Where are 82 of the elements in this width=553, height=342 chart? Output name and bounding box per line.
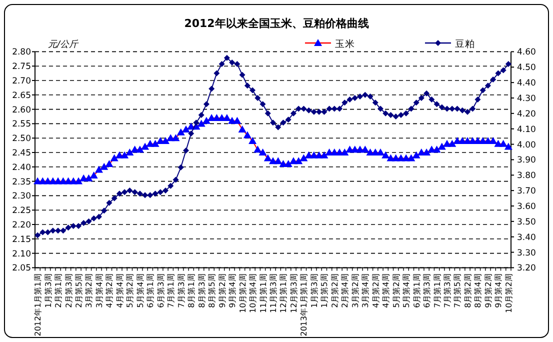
y-tick-label: 2.65 — [12, 90, 31, 101]
y-tick-label: 2.25 — [12, 206, 31, 216]
y-tick-label: 2.60 — [12, 105, 31, 116]
y-tick-label: 2.05 — [12, 264, 31, 274]
y2-tick-label: 4.00 — [517, 140, 536, 150]
x-tick-label: 2013年1月第1周 — [300, 274, 309, 336]
x-tick-label: 1月第3周 — [310, 274, 319, 308]
y2-tick-label: 4.20 — [517, 109, 536, 120]
x-tick-label: 2012年1月第1周 — [34, 274, 43, 336]
y-tick-label: 2.35 — [12, 177, 31, 188]
x-tick-label: 9月第4周 — [494, 274, 504, 308]
x-tick-label: 6月第1周 — [412, 274, 422, 308]
legend-label: 豆粕 — [455, 39, 475, 50]
x-tick-label: 2月第1周 — [54, 274, 64, 308]
y-tick-label: 2.20 — [12, 220, 31, 230]
x-tick-label: 3月第2周 — [84, 274, 94, 308]
y-tick-label: 2.55 — [12, 120, 31, 130]
x-tick-label: 6月第3周 — [422, 274, 432, 308]
y-tick-label: 2.15 — [12, 234, 31, 245]
x-tick-label: 2月第4周 — [340, 274, 350, 308]
x-tick-label: 9月第2周 — [218, 274, 227, 308]
x-tick-label: 8月第3周 — [197, 274, 206, 308]
y2-tick-label: 3.40 — [517, 232, 536, 243]
x-tick-label: 2月第3周 — [64, 274, 74, 308]
x-tick-label: 5月第2周 — [392, 274, 401, 308]
y-tick-label: 2.50 — [12, 134, 31, 144]
x-tick-label: 3月第4周 — [361, 274, 370, 308]
x-tick-label: 7月第5周 — [453, 274, 462, 308]
x-tick-label: 11月第1周 — [258, 274, 268, 313]
y2-tick-label: 3.30 — [517, 248, 536, 258]
y2-tick-label: 3.90 — [517, 156, 536, 166]
x-tick-label: 8月第5周 — [208, 274, 217, 308]
y2-tick-label: 3.20 — [517, 264, 536, 274]
y-tick-label: 2.40 — [12, 162, 31, 173]
x-tick-label: 1月第3周 — [44, 274, 53, 308]
x-tick-label: 4月第4周 — [115, 274, 124, 308]
x-tick-label: 6月第1周 — [146, 274, 156, 308]
x-tick-label: 8月第4周 — [474, 274, 483, 308]
x-tick-label: 7月第1周 — [166, 274, 176, 308]
x-tick-label: 4月第2周 — [371, 274, 380, 308]
y2-tick-label: 4.50 — [517, 63, 536, 74]
x-tick-label: 4月第4周 — [382, 274, 391, 308]
x-tick-label: 9月第4周 — [228, 274, 238, 308]
y2-tick-label: 3.70 — [517, 186, 536, 197]
y-tick-label: 2.45 — [12, 148, 31, 158]
x-tick-label: 2月第5周 — [74, 274, 84, 308]
x-tick-label: 6月第3周 — [156, 274, 166, 308]
y-tick-label: 2.70 — [12, 76, 31, 86]
x-tick-label: 4月第2周 — [105, 274, 114, 308]
legend-label: 玉米 — [335, 38, 355, 50]
x-tick-label: 1月第5周 — [320, 274, 330, 308]
x-tick-label: 12月第3周 — [289, 274, 298, 313]
y-tick-label: 2.75 — [12, 62, 31, 72]
y-tick-label: 2.10 — [12, 249, 31, 260]
x-tick-label: 7月第3周 — [176, 274, 186, 308]
y-tick-label: 2.80 — [12, 48, 31, 58]
x-tick-label: 10月第2周 — [238, 274, 248, 313]
x-tick-label: 8月第1周 — [187, 274, 196, 308]
x-tick-label: 3月第2周 — [350, 274, 360, 308]
y2-tick-label: 4.40 — [517, 78, 536, 89]
x-tick-label: 3月第4周 — [94, 274, 104, 308]
x-tick-label: 11月第3周 — [269, 274, 278, 313]
x-tick-label: 5月第4周 — [402, 274, 412, 308]
y2-tick-label: 4.30 — [517, 94, 536, 104]
x-tick-label: 9月第2周 — [484, 274, 493, 308]
y2-tick-label: 3.80 — [517, 171, 536, 182]
y-tick-label: 2.30 — [12, 192, 31, 202]
y2-tick-label: 3.50 — [517, 217, 536, 228]
x-tick-label: 7月第1周 — [432, 274, 442, 308]
x-tick-label: 2月第2周 — [330, 274, 340, 308]
y2-tick-label: 4.10 — [517, 124, 536, 135]
x-tick-label: 7月第3周 — [443, 274, 452, 308]
y-axis-title: 元/公斤 — [48, 39, 80, 50]
x-tick-label: 8月第2周 — [463, 274, 472, 308]
y2-tick-label: 3.60 — [517, 202, 536, 212]
x-tick-label: 10月第2周 — [504, 274, 514, 313]
x-tick-label: 12月第1周 — [279, 274, 288, 313]
x-tick-label: 5月第4周 — [136, 274, 145, 308]
y2-tick-label: 4.60 — [517, 48, 536, 58]
x-tick-label: 10月第4周 — [248, 274, 258, 313]
chart-title: 2012年以来全国玉米、豆粕价格曲线 — [184, 17, 369, 30]
x-tick-label: 5月第2周 — [126, 274, 135, 308]
